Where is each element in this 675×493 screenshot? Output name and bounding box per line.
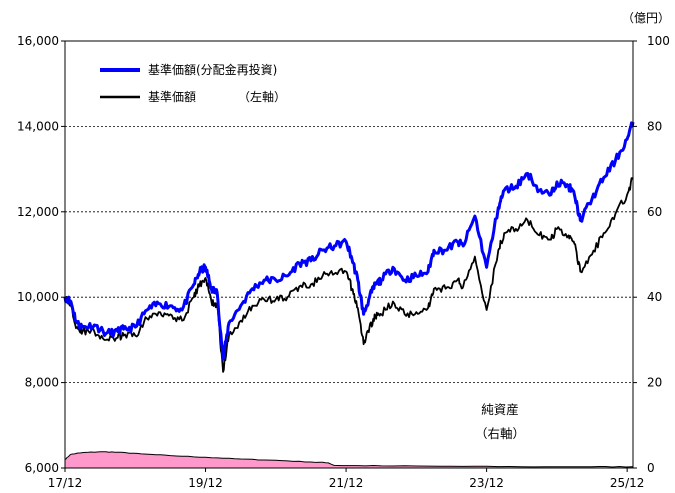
x-axis-labels: 17/12 19/12 21/12 23/12 25/12 [48,476,645,490]
x-axis-tick-label: 19/12 [188,476,223,490]
axis-ticks [61,40,637,472]
right-axis-tick-label: 80 [647,119,662,133]
right-axis-unit-label: （億円） [622,11,670,25]
left-axis-tick-label: 14,000 [17,119,59,133]
net-assets-area [64,451,634,469]
right-axis-tick-label: 20 [647,376,662,390]
right-axis-tick-label: 60 [647,205,662,219]
series-line-nav [64,177,634,373]
grid-lines [65,126,633,384]
legend-label-nav: 基準価額 （左軸） [148,89,286,104]
right-axis-labels: 0 20 40 60 80 100 [647,34,670,475]
left-axis-tick-label: 8,000 [25,376,59,390]
x-axis-tick-label: 21/12 [329,476,364,490]
right-axis-tick-label: 100 [647,34,670,48]
x-axis-tick-label: 25/12 [610,476,645,490]
left-axis-labels: 6,000 8,000 10,000 12,000 14,000 16,000 [17,34,59,475]
x-axis-tick-label: 17/12 [48,476,83,490]
left-axis-tick-label: 10,000 [17,290,59,304]
net-assets-annotation-line2: （右軸） [475,426,525,441]
net-assets-annotation-line1: 純資産 [481,402,519,417]
left-axis-tick-label: 6,000 [25,461,59,475]
legend-label-reinvested: 基準価額(分配金再投資) [148,62,277,77]
net-assets-area-layer [64,451,634,469]
right-axis-tick-label: 0 [647,461,655,475]
x-axis-tick-label: 23/12 [469,476,504,490]
left-axis-tick-label: 12,000 [17,205,59,219]
right-axis-tick-label: 40 [647,290,662,304]
legend: 基準価額(分配金再投資) 基準価額 （左軸） [100,62,286,104]
plot-frame [64,40,634,469]
series-line-reinvested [63,121,635,361]
left-axis-tick-label: 16,000 [17,34,59,48]
nav-lines-layer [63,121,635,373]
